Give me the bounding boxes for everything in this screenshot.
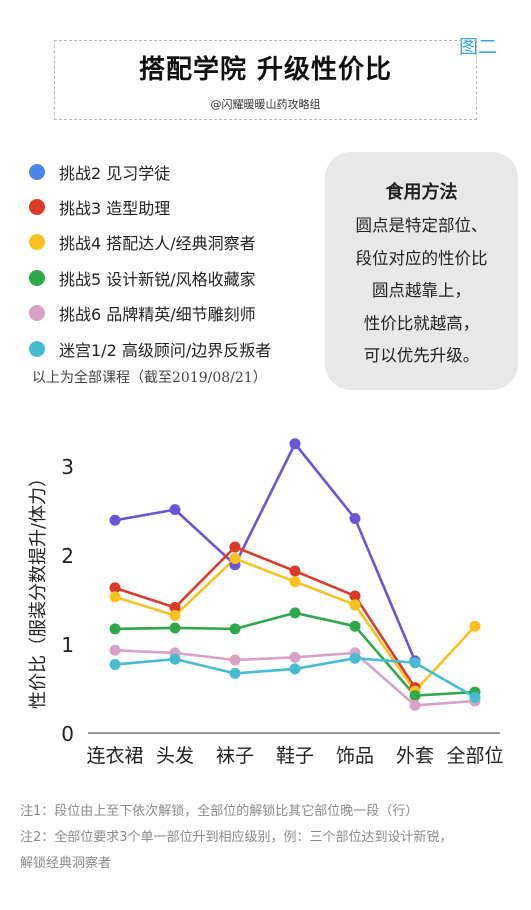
data-point: [229, 667, 241, 679]
data-point: [349, 599, 361, 611]
data-point: [409, 690, 421, 702]
method-box: 食用方法 圆点是特定部位、 段位对应的性价比 圆点越靠上， 性价比就越高， 可以…: [325, 152, 518, 390]
data-point: [169, 653, 181, 665]
data-point: [349, 652, 361, 664]
data-point: [109, 658, 121, 670]
method-line: 段位对应的性价比: [355, 248, 488, 268]
x-tick-label: 袜子: [216, 745, 254, 767]
data-point: [349, 513, 361, 525]
x-tick-label: 外套: [396, 745, 434, 767]
y-tick-label: 3: [61, 455, 74, 479]
legend-label: 挑战4 搭配达人/经典洞察者: [59, 234, 256, 254]
data-point: [289, 607, 301, 619]
method-line: 圆点越靠上，: [372, 281, 471, 300]
x-tick-label: 饰品: [336, 745, 374, 767]
legend-item: 挑战2 见习学徒: [24, 154, 324, 189]
data-point: [409, 657, 421, 669]
legend-label: 挑战3 造型助理: [59, 199, 171, 219]
y-tick-label: 0: [61, 722, 74, 746]
legend-dot-icon: [29, 199, 45, 216]
data-point: [229, 541, 241, 553]
data-point: [229, 623, 241, 635]
data-point: [229, 553, 241, 565]
data-point: [169, 610, 181, 622]
data-point: [109, 591, 121, 603]
legend-label: 挑战5 设计新锐/风格收藏家: [59, 269, 256, 289]
data-point: [109, 514, 121, 526]
footnote: 注2：全部位要求3个单一部位升到相应级别，例：三个部位达到设计新锐，: [20, 830, 453, 845]
x-tick-label: 连衣裙: [86, 745, 143, 767]
x-tick-label: 头发: [156, 745, 194, 767]
y-axis-label: 性价比（服装分数提升/体力）: [28, 469, 49, 709]
y-tick-label: 1: [61, 633, 74, 657]
legend-label: 迷宫1/2 高级顾问/边界反叛者: [59, 340, 272, 360]
legend-item: 挑战4 搭配达人/经典洞察者: [24, 225, 324, 260]
legend: 挑战2 见习学徒 挑战3 造型助理 挑战4 搭配达人/经典洞察者 挑战5 设计新…: [24, 154, 324, 366]
data-point: [109, 582, 121, 594]
legend-item: 挑战5 设计新锐/风格收藏家: [24, 260, 324, 295]
method-line: 圆点是特定部位、: [355, 216, 488, 235]
legend-item: 迷宫1/2 高级顾问/边界反叛者: [24, 331, 324, 366]
method-line: 性价比就越高，: [363, 313, 480, 333]
series-line: [114, 442, 417, 662]
data-point: [289, 438, 301, 450]
data-point: [469, 691, 481, 703]
footnote: 解锁经典洞察者: [20, 856, 112, 871]
page-subtitle: @闪耀暖暖山药攻略组: [210, 98, 321, 111]
legend-dot-icon: [29, 234, 45, 251]
legend-note: 以上为全部课程（截至2019/08/21）: [32, 370, 267, 386]
data-point: [289, 576, 301, 588]
data-point: [349, 590, 361, 602]
legend-item: 挑战6 品牌精英/细节雕刻师: [24, 296, 324, 331]
series-line: [114, 545, 417, 689]
legend-label: 挑战2 见习学徒: [59, 163, 171, 183]
title-box: 搭配学院 升级性价比 @闪耀暖暖山药攻略组: [54, 40, 477, 120]
data-point: [169, 602, 181, 614]
legend-item: 挑战3 造型助理: [24, 189, 324, 224]
data-point: [109, 623, 121, 635]
data-point: [169, 504, 181, 516]
data-point: [229, 654, 241, 666]
legend-dot-icon: [29, 269, 45, 286]
legend-label: 挑战6 品牌精英/细节雕刻师: [59, 305, 256, 325]
method-title: 食用方法: [385, 182, 458, 203]
data-point: [409, 699, 421, 711]
data-point: [469, 620, 481, 632]
footnote: 注1：段位由上至下依次解锁，全部位的解锁比其它部位晚一段（行）: [20, 804, 419, 819]
legend-dot-icon: [29, 305, 45, 322]
legend-dot-icon: [29, 163, 45, 180]
line-chart: 0 1 2 3 性价比（服装分数提升/体力） 连衣裙 头发 袜子 鞋子 饰品 外套 全部位: [28, 438, 504, 767]
data-point: [349, 620, 361, 632]
data-point: [289, 565, 301, 577]
data-point: [289, 663, 301, 675]
method-line: 可以优先升级。: [363, 346, 480, 365]
page-title: 搭配学院 升级性价比: [138, 55, 393, 85]
y-tick-label: 2: [61, 544, 74, 568]
x-tick-label: 全部位: [446, 745, 503, 767]
data-point: [109, 644, 121, 656]
figure-label: 图二: [458, 36, 497, 58]
footnotes: 注1：段位由上至下依次解锁，全部位的解锁比其它部位晚一段（行） 注2：全部位要求…: [20, 799, 520, 877]
x-tick-label: 鞋子: [276, 745, 314, 767]
legend-dot-icon: [29, 340, 45, 357]
data-point: [289, 651, 301, 663]
data-point: [169, 622, 181, 634]
